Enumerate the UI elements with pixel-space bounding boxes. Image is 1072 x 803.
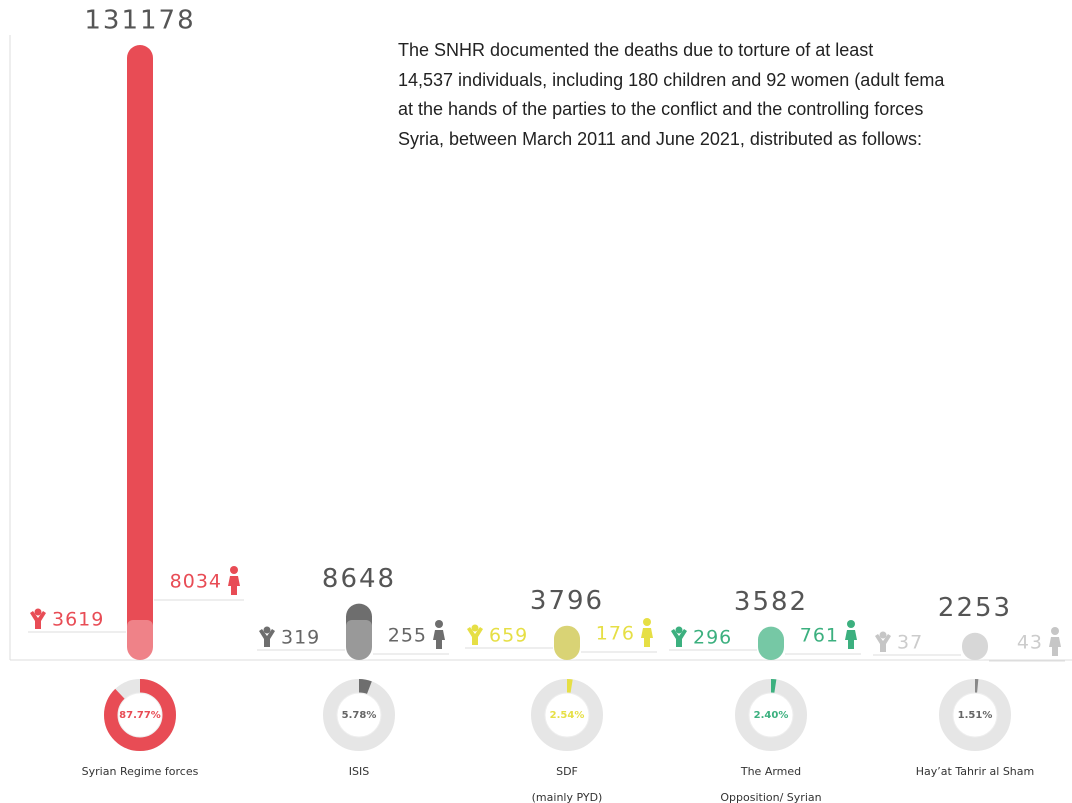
child-icon <box>471 624 479 632</box>
donut-center <box>544 692 590 738</box>
woman-icon <box>228 576 240 595</box>
bar-lower <box>962 620 988 660</box>
donut-center <box>748 692 794 738</box>
group-name: Hay’at Tahrir al Sham <box>916 765 1034 778</box>
child-icon <box>675 626 683 634</box>
child-icon <box>259 629 275 647</box>
group-name: Opposition/ Syrian <box>720 791 821 803</box>
donut-center <box>336 692 382 738</box>
donut-center <box>952 692 998 738</box>
child-icon <box>467 627 483 645</box>
donut-center <box>117 692 163 738</box>
bar <box>758 626 784 660</box>
women-label: 761 <box>800 625 839 647</box>
woman-icon <box>845 630 857 649</box>
children-label: 296 <box>693 627 732 649</box>
share-label: 2.40% <box>754 710 789 721</box>
woman-icon <box>435 620 443 628</box>
child-icon <box>263 626 271 634</box>
donut-arc <box>939 679 1011 751</box>
woman-icon <box>641 628 653 647</box>
woman-icon <box>1051 627 1059 635</box>
total-label: 2253 <box>938 593 1012 623</box>
donut-arc <box>323 679 395 751</box>
woman-icon <box>1049 637 1061 656</box>
bar-lower <box>346 620 372 660</box>
bar-lower <box>127 620 153 660</box>
woman-icon <box>433 630 445 649</box>
total-label: 3582 <box>734 587 808 617</box>
child-icon <box>879 631 887 639</box>
child-icon <box>30 611 46 629</box>
share-label: 1.51% <box>958 710 993 721</box>
share-label: 2.54% <box>550 710 585 721</box>
bar <box>554 625 580 660</box>
children-label: 3619 <box>52 609 104 631</box>
children-label: 319 <box>281 627 320 649</box>
share-label: 5.78% <box>342 710 377 721</box>
women-label: 8034 <box>170 571 222 593</box>
women-label: 43 <box>1017 632 1043 654</box>
woman-icon <box>643 618 651 626</box>
bar <box>346 603 372 660</box>
group-name: ISIS <box>349 765 369 778</box>
total-label: 131178 <box>84 6 195 36</box>
group-name: Syrian Regime forces <box>82 765 199 778</box>
paragraph-line: at the hands of the parties to the confl… <box>398 99 924 119</box>
children-label: 659 <box>489 625 528 647</box>
women-label: 176 <box>596 623 635 645</box>
bar <box>962 632 988 660</box>
description: The SNHR documented the deaths due to to… <box>398 36 1072 154</box>
bar-lower <box>554 620 580 660</box>
group-name: (mainly PYD) <box>532 791 603 803</box>
share-label: 87.77% <box>119 710 161 721</box>
group-name: The Armed <box>740 765 801 778</box>
total-label: 3796 <box>530 586 604 616</box>
donut-arc <box>735 679 807 751</box>
women-label: 255 <box>388 625 427 647</box>
paragraph-line: Syria, between March 2011 and June 2021,… <box>398 128 922 149</box>
group-name: SDF <box>556 765 578 778</box>
bar <box>127 45 153 660</box>
children-label: 37 <box>897 632 923 654</box>
child-icon <box>671 629 687 647</box>
child-icon <box>34 608 42 616</box>
bar-lower <box>758 620 784 660</box>
woman-icon <box>230 566 238 574</box>
paragraph-line: 14,537 individuals, including 180 childr… <box>398 69 945 90</box>
child-icon <box>875 634 891 652</box>
donut-arc <box>104 679 176 751</box>
donut-arc <box>531 679 603 751</box>
total-label: 8648 <box>322 564 396 594</box>
paragraph-line: The SNHR documented the deaths due to to… <box>398 40 874 60</box>
woman-icon <box>847 620 855 628</box>
